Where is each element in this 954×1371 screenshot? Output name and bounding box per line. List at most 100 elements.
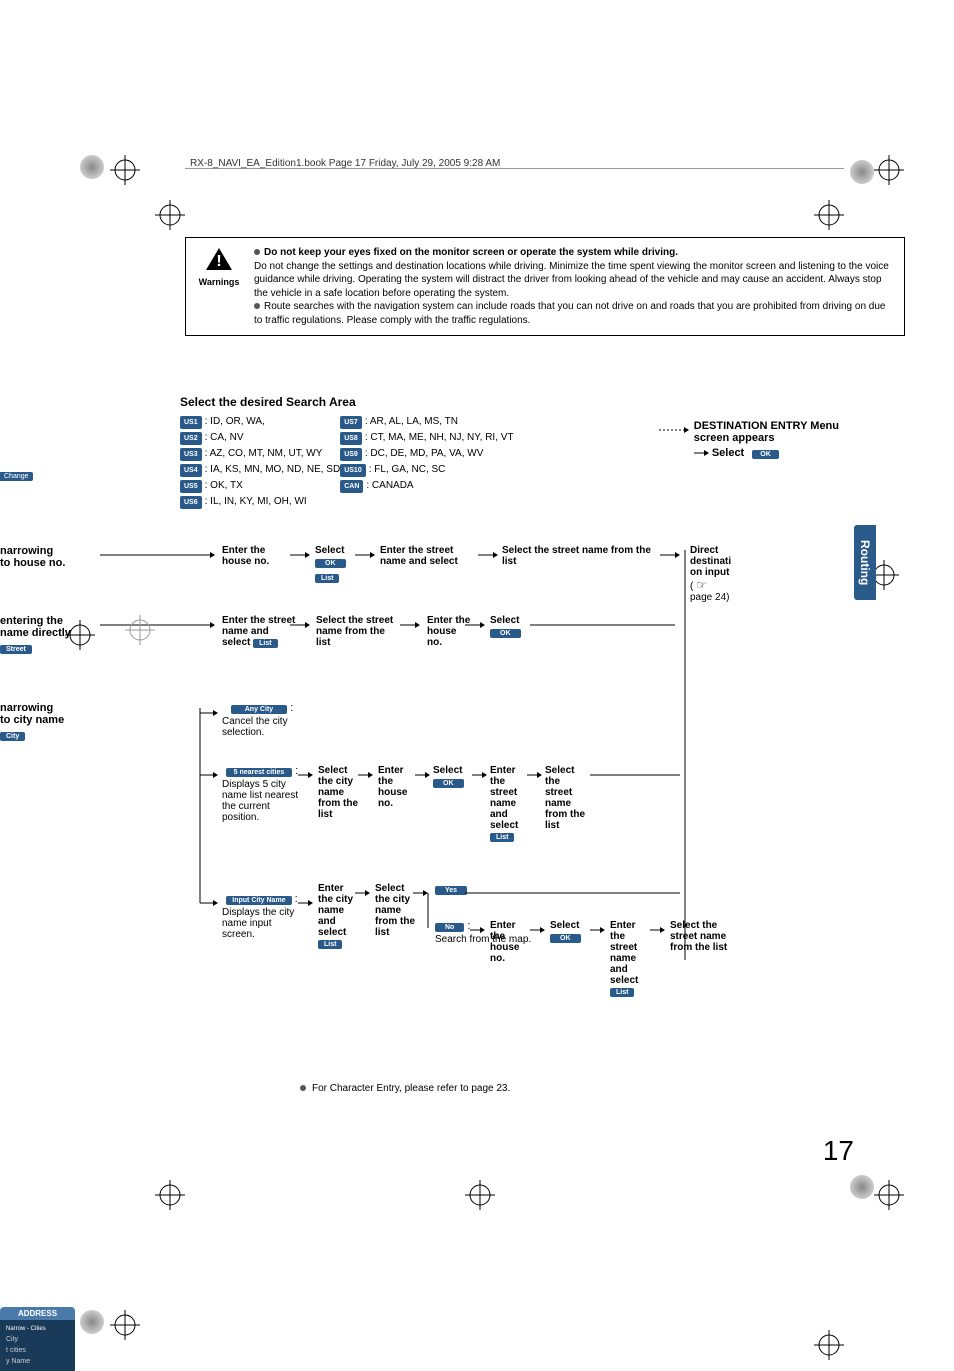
ok-badge: OK <box>315 559 346 568</box>
arrow-icon <box>478 550 498 560</box>
warning-label: Warnings <box>194 277 244 287</box>
us-badge: US7 <box>340 416 362 429</box>
list-badge: List <box>253 639 277 648</box>
svg-text:!: ! <box>216 253 221 270</box>
warning-text: Do not keep your eyes fixed on the monit… <box>254 246 896 327</box>
us-states: : FL, GA, NC, SC <box>369 464 446 475</box>
print-mark-cross <box>874 1180 904 1210</box>
address-panel: ADDRESS Narrow - Cities City t cities y … <box>0 1307 75 1371</box>
ok-badge: OK <box>490 629 521 638</box>
us-states: : AR, AL, LA, MS, TN <box>365 416 458 427</box>
flow-nearest: 5 nearest cities : Displays 5 city name … <box>222 765 302 823</box>
print-mark-cross <box>155 1180 185 1210</box>
print-mark-star <box>850 1175 874 1199</box>
print-mark-cross <box>814 200 844 230</box>
flow-inputcity: Input City Name : Displays the city name… <box>222 893 302 940</box>
connector-line <box>423 893 433 928</box>
footer-note: For Character Entry, please refer to pag… <box>300 1083 510 1094</box>
us-badge: US9 <box>340 448 362 461</box>
list-badge: List <box>490 833 514 842</box>
list-badge: List <box>318 940 342 949</box>
address-header: ADDRESS <box>0 1307 75 1320</box>
warning-box: ! Warnings Do not keep your eyes fixed o… <box>185 237 905 336</box>
arrow-icon <box>465 888 680 898</box>
us-badge: US5 <box>180 480 202 493</box>
connector-line <box>680 550 690 960</box>
arrow-icon <box>100 550 215 560</box>
flow-step: Select the city name from the list <box>318 765 363 820</box>
flow-step: Select the street name from the list <box>316 615 396 648</box>
us-states: : AZ, CO, MT, NM, UT, WY <box>205 448 323 459</box>
yes-badge: Yes <box>435 883 467 895</box>
arrow-icon <box>472 770 487 780</box>
arrow-icon <box>660 550 680 560</box>
us-states: : CT, MA, ME, NH, NJ, NY, RI, VT <box>365 432 514 443</box>
warning-body-1: Do not change the settings and destinati… <box>254 261 889 299</box>
dest-menu-line2: screen appears <box>694 432 839 444</box>
dest-menu-line1: DESTINATION ENTRY Menu <box>694 420 839 432</box>
flow-label-city: narrowing to city name City <box>0 702 100 741</box>
flow-step: Enter the street name and selectList <box>490 765 530 842</box>
arrow-icon <box>650 925 665 935</box>
flow-step: Enter the house no. <box>378 765 420 809</box>
city-badge: City <box>0 732 25 741</box>
print-mark-cross <box>125 615 155 645</box>
flow-step: Select the city name from the list <box>375 883 417 938</box>
us-states: : IA, KS, MN, MO, ND, NE, SD <box>205 464 341 475</box>
dest-menu-select: Select <box>712 447 744 459</box>
arrow-icon <box>590 925 605 935</box>
us-states: : OK, TX <box>205 480 243 491</box>
destination-menu: DESTINATION ENTRY Menu screen appears Se… <box>694 420 839 459</box>
header-filename: RX-8_NAVI_EA_Edition1.book Page 17 Frida… <box>190 158 500 169</box>
flow-step: Enter the street name and select <box>380 545 480 567</box>
address-item: y Name <box>4 1356 71 1367</box>
address-item: City <box>4 1334 71 1345</box>
arrow-icon <box>355 550 375 560</box>
us-badge: US4 <box>180 464 202 477</box>
street-badge: Street <box>0 645 32 654</box>
flow-step: Enter the street name and select List <box>222 615 297 648</box>
search-col-left: US1: ID, OR, WA, US2: CA, NV US3: AZ, CO… <box>180 414 340 510</box>
flow-step: Enter the house no. <box>490 920 532 964</box>
flow-anycity: Any City : Cancel the city selection. <box>222 702 302 738</box>
arrow-icon <box>530 620 680 630</box>
print-mark-star <box>850 160 874 184</box>
flow-direct: Direct destinati on input ( ☞ page 24) <box>690 545 750 603</box>
arrow-icon <box>470 925 485 935</box>
warning-icon: ! Warnings <box>194 246 244 327</box>
flow-step: Select the street name from the list <box>502 545 652 567</box>
us-badge: US3 <box>180 448 202 461</box>
arrow-icon <box>590 770 680 780</box>
arrow-icon <box>400 620 420 630</box>
us-states: : DC, DE, MD, PA, VA, WV <box>365 448 484 459</box>
arrow-icon <box>694 448 709 458</box>
print-mark-cross <box>465 1180 495 1210</box>
arrow-icon <box>527 770 542 780</box>
arrow-icon <box>100 620 215 630</box>
flow-label-direct: entering the name directly Street <box>0 615 105 654</box>
flow-step: Enter the street name and selectList <box>610 920 650 997</box>
print-mark-cross <box>874 155 904 185</box>
us-badge: US10 <box>340 464 366 477</box>
us-badge: US1 <box>180 416 202 429</box>
ok-badge: OK <box>550 934 581 943</box>
inputcity-badge: Input City Name <box>226 896 291 905</box>
arrow-icon <box>465 620 485 630</box>
us-states: : IL, IN, KY, MI, OH, WI <box>205 496 307 507</box>
flow-label-houseno: narrowing to house no. <box>0 545 100 569</box>
ok-badge: OK <box>752 450 779 459</box>
arrow-icon <box>290 550 310 560</box>
list-badge: List <box>315 574 339 583</box>
anycity-badge: Any City <box>231 705 287 714</box>
ok-badge: OK <box>433 779 464 788</box>
print-mark-star <box>80 1310 104 1334</box>
change-badge: Change <box>0 472 33 481</box>
arrow-icon <box>659 425 689 435</box>
arrow-icon <box>290 620 310 630</box>
routing-tab: Routing <box>854 525 876 600</box>
warning-body-2: Route searches with the navigation syste… <box>254 301 885 326</box>
search-area-title: Select the desired Search Area <box>180 395 900 409</box>
arrow-icon <box>530 925 545 935</box>
hand-icon: ☞ <box>696 578 707 592</box>
print-mark-star <box>80 155 104 179</box>
